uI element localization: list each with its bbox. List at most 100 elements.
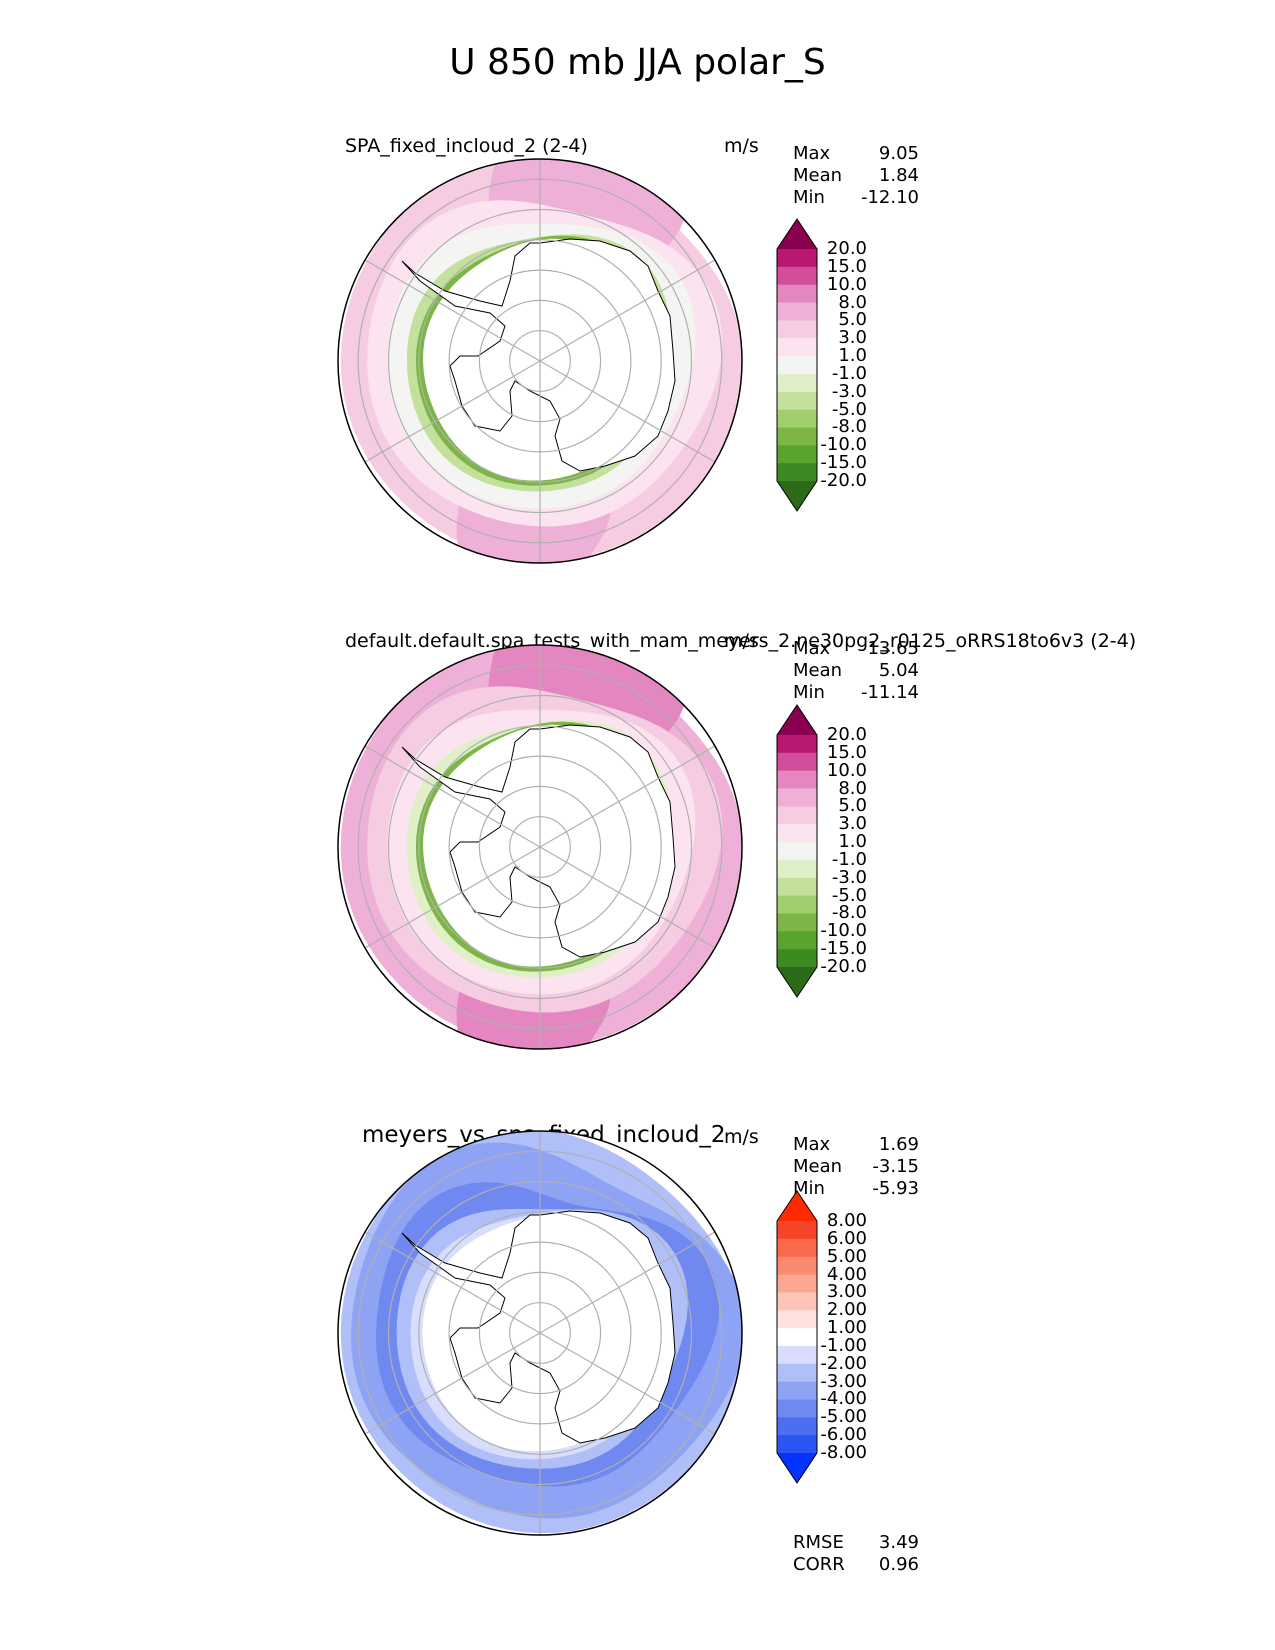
map-boundary [337,1130,743,1536]
colorbar-tick-label: 5.0 [838,309,867,331]
colorbar-tick-label: 1.00 [826,1317,867,1339]
meridian-line [539,259,716,362]
colorbar-tick-label: -3.0 [831,380,867,402]
panel-1-units: m/s [724,135,759,157]
colorbar-outline [776,704,818,998]
colorbar-bin [777,877,817,897]
colorbar-bin [777,445,817,464]
colorbar-tick-label: 3.00 [826,1281,867,1303]
colorbar-bin [777,859,817,879]
stat-value: -11.14 [860,682,919,703]
colorbar-extend-min [777,1453,817,1483]
colorbar-1 [776,218,818,512]
stat-label: Max [793,1134,831,1155]
colorbar-tick-label: 8.0 [838,291,867,313]
meridian-line [539,1332,716,1435]
coastline [401,724,676,958]
panel-2-units: m/s [724,630,759,652]
stat-label: Max [793,143,831,164]
stat-label: Min [793,682,825,703]
colorbar-bin [777,356,817,375]
map-panel-1 [337,158,743,564]
colorbar-tick-label: 3.0 [838,813,867,835]
stat-value: -5.93 [872,1178,919,1199]
metric-label: RMSE [793,1532,844,1553]
colorbar-bin [777,842,817,861]
colorbar-bin [777,302,817,321]
colorbar-bin [777,1292,817,1311]
metric-label: CORR [793,1554,845,1575]
colorbar-bin [777,770,817,789]
colorbar-tick-label: -10.0 [820,434,867,456]
colorbar-bin [777,1363,817,1383]
stat-value: -3.15 [872,1156,919,1177]
colorbar-tick-label: 2.00 [826,1299,867,1321]
stat-label: Mean [793,660,843,681]
colorbar-tick-label: -3.0 [831,866,867,888]
colorbar-bin [777,824,817,843]
colorbar-tick-label: 15.0 [826,255,867,277]
colorbar-tick-label: -20.0 [820,470,867,491]
colorbar-bin [777,752,817,772]
colorbar-tick-label: -20.0 [820,956,867,977]
meridian-line [539,846,716,949]
colorbar-tick-label: -5.00 [820,1406,867,1428]
colorbar-extend-min [777,481,817,511]
colorbar-bin [777,463,817,482]
colorbar-extend-max [777,705,817,735]
colorbar-extend-min [777,967,817,997]
colorbar-2 [776,704,818,998]
colorbar-extend-max [777,1191,817,1221]
stat-value: 1.84 [878,165,919,186]
stat-value: -12.10 [860,187,919,208]
stat-label: Mean [793,165,843,186]
colorbar-bin [777,1381,817,1400]
colorbar-tick-label: -1.0 [831,362,867,384]
colorbar-tick-label: -5.0 [831,398,867,420]
stat-value: 1.69 [878,1134,919,1155]
colorbar-tick-label: -15.0 [820,938,867,960]
colorbar-tick-label: 10.0 [826,759,867,781]
colorbar-bin [777,931,817,950]
colorbar-bin [777,788,817,807]
meridian-line [539,745,716,848]
coastline [401,1210,676,1444]
meridian-line [364,745,541,848]
colorbar-tick-label: 20.0 [826,724,867,745]
colorbar-tick-label: -6.00 [820,1424,867,1446]
figure-title: U 850 mb JJA polar_S [449,42,826,83]
colorbar-bin [777,1435,817,1454]
colorbar-bin [777,913,817,932]
colorbar-tick-label: 1.0 [838,831,867,853]
meridian-line [364,1332,541,1435]
metric-value: 0.96 [878,1554,919,1575]
colorbar-tick-label: -8.0 [831,902,867,924]
colorbar-bin [777,320,817,339]
colorbar-tick-label: 1.0 [838,345,867,367]
colorbar-bin [777,1399,817,1418]
meridian-line [364,1231,541,1334]
meridian-line [364,259,541,362]
stat-label: Min [793,187,825,208]
panel-3-metrics: RMSE 3.49 CORR 0.96 [793,1532,919,1576]
meridian-line [364,360,541,463]
colorbar-tick-label: 5.0 [838,795,867,817]
stat-label: Mean [793,1156,843,1177]
coastline [401,238,676,472]
colorbar-tick-label: 8.00 [826,1210,867,1231]
colorbar-tick-label: 3.0 [838,327,867,349]
colorbar-bin [777,1328,817,1347]
colorbar-bin [777,1238,817,1258]
stat-value: 9.05 [878,143,919,164]
map-panel-3 [337,1130,743,1536]
colorbar-bin [777,409,817,428]
map-boundary [337,158,743,564]
colorbar-tick-label: 8.0 [838,777,867,799]
map-boundary [337,644,743,1050]
colorbar-bin [777,1274,817,1293]
colorbar-bin [777,373,817,393]
colorbar-bin [777,427,817,446]
metric-value: 3.49 [878,1532,919,1553]
colorbar-tick-label: -5.0 [831,884,867,906]
